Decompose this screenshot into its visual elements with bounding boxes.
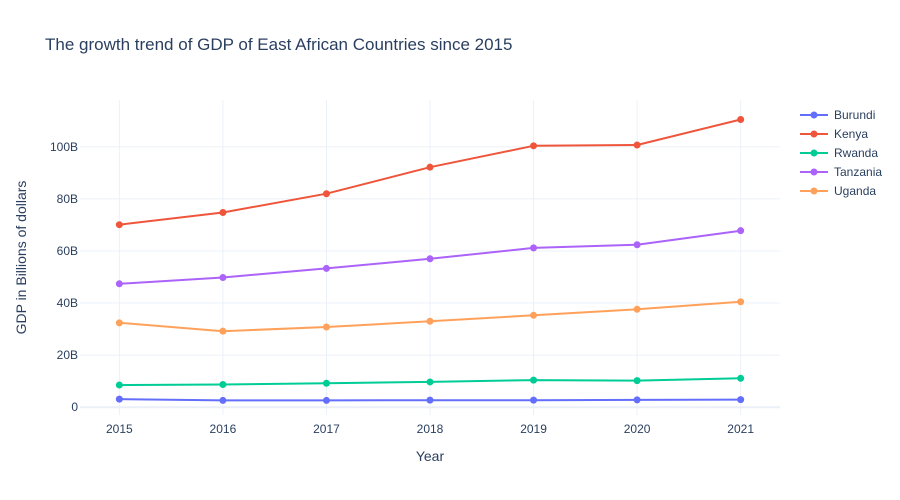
x-tick-label: 2015 — [106, 422, 133, 436]
data-point-tanzania[interactable] — [737, 227, 745, 235]
data-point-tanzania[interactable] — [530, 244, 538, 252]
data-point-uganda[interactable] — [219, 327, 227, 335]
legend-item-rwanda[interactable]: Rwanda — [800, 146, 878, 160]
data-point-kenya[interactable] — [115, 221, 123, 229]
data-point-burundi[interactable] — [737, 396, 745, 404]
x-tick-label: 2020 — [624, 422, 651, 436]
legend-label: Kenya — [834, 127, 868, 141]
data-point-rwanda[interactable] — [322, 379, 330, 387]
series-kenya — [115, 116, 745, 229]
data-point-burundi[interactable] — [426, 396, 434, 404]
axis-ticks: 2015 2016 2017 2018 2019 2020 2021 0 20B 40B 60B 80… — [50, 140, 754, 436]
data-point-kenya[interactable] — [426, 163, 434, 171]
legend[interactable]: Burundi Kenya Rwanda Tanzania Uganda — [800, 108, 882, 198]
data-point-kenya[interactable] — [219, 208, 227, 216]
legend-label: Tanzania — [834, 165, 882, 179]
data-point-tanzania[interactable] — [426, 255, 434, 263]
data-point-kenya[interactable] — [530, 142, 538, 150]
x-axis-title: Year — [416, 448, 445, 464]
data-point-uganda[interactable] — [115, 319, 123, 327]
data-point-uganda[interactable] — [633, 305, 641, 313]
y-tick-label: 0 — [71, 400, 78, 414]
data-point-tanzania[interactable] — [115, 280, 123, 288]
data-point-burundi[interactable] — [322, 396, 330, 404]
series-rwanda — [115, 374, 745, 389]
data-point-kenya[interactable] — [322, 190, 330, 198]
legend-label: Uganda — [834, 184, 876, 198]
data-point-rwanda[interactable] — [633, 377, 641, 385]
data-point-uganda[interactable] — [737, 298, 745, 306]
y-tick-label: 60B — [57, 244, 78, 258]
grid-lines — [80, 100, 780, 415]
data-point-kenya[interactable] — [633, 141, 641, 149]
y-tick-label: 100B — [50, 140, 78, 154]
legend-swatch-marker — [810, 187, 818, 195]
data-point-rwanda[interactable] — [115, 381, 123, 389]
x-tick-label: 2017 — [313, 422, 340, 436]
legend-swatch-marker — [810, 130, 818, 138]
series-uganda — [115, 298, 745, 335]
legend-label: Rwanda — [834, 146, 878, 160]
y-tick-label: 20B — [57, 348, 78, 362]
series-tanzania — [115, 227, 745, 288]
data-point-burundi[interactable] — [530, 396, 538, 404]
data-point-rwanda[interactable] — [530, 376, 538, 384]
chart-title: The growth trend of GDP of East African … — [45, 35, 512, 54]
legend-swatch-marker — [810, 168, 818, 176]
series-burundi — [115, 395, 745, 404]
x-tick-label: 2019 — [520, 422, 547, 436]
data-point-rwanda[interactable] — [219, 381, 227, 389]
data-point-rwanda[interactable] — [426, 378, 434, 386]
legend-item-tanzania[interactable]: Tanzania — [800, 165, 882, 179]
legend-item-burundi[interactable]: Burundi — [800, 108, 875, 122]
y-axis-title: GDP in Billions of dollars — [13, 181, 29, 335]
data-point-uganda[interactable] — [322, 323, 330, 331]
data-point-tanzania[interactable] — [219, 274, 227, 282]
legend-swatch-marker — [810, 149, 818, 157]
series-layer — [115, 116, 745, 404]
data-point-tanzania[interactable] — [633, 241, 641, 249]
data-point-tanzania[interactable] — [322, 264, 330, 272]
data-point-uganda[interactable] — [530, 311, 538, 319]
legend-label: Burundi — [834, 108, 875, 122]
data-point-uganda[interactable] — [426, 317, 434, 325]
data-point-burundi[interactable] — [633, 396, 641, 404]
legend-item-kenya[interactable]: Kenya — [800, 127, 868, 141]
legend-swatch-marker — [810, 111, 818, 119]
data-point-rwanda[interactable] — [737, 374, 745, 382]
x-tick-label: 2021 — [727, 422, 754, 436]
data-point-burundi[interactable] — [115, 395, 123, 403]
data-point-kenya[interactable] — [737, 116, 745, 124]
legend-item-uganda[interactable]: Uganda — [800, 184, 876, 198]
x-tick-label: 2018 — [417, 422, 444, 436]
data-point-burundi[interactable] — [219, 396, 227, 404]
y-tick-label: 40B — [57, 296, 78, 310]
x-tick-label: 2016 — [210, 422, 237, 436]
y-tick-label: 80B — [57, 192, 78, 206]
